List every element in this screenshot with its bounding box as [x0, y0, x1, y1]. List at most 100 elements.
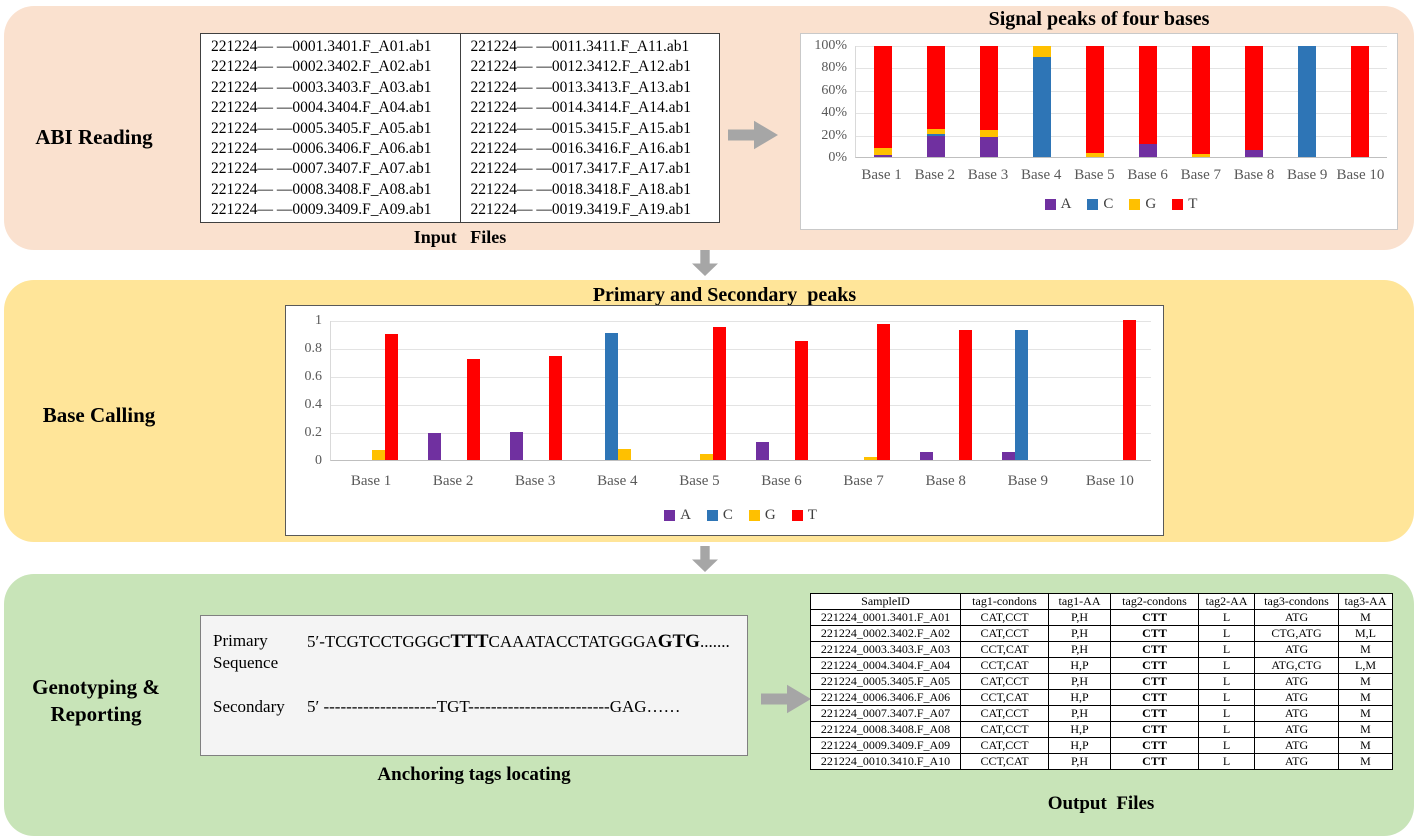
bar-T: [959, 329, 972, 460]
bar-T: [549, 356, 562, 460]
y-axis-tick-label: 0.6: [304, 369, 323, 384]
table-cell: ATG: [1254, 721, 1339, 738]
plot-area: [330, 320, 1151, 461]
input-file: 221224— —0007.3407.F_A07.ab1: [211, 160, 432, 178]
flow-arrow-right-icon: [761, 684, 811, 714]
table-cell: ATG: [1254, 609, 1339, 626]
table-cell: 221224_0008.3408.F_A08: [810, 721, 961, 738]
x-axis-tick-label: Base 3: [515, 473, 556, 489]
table-cell: CCT,CAT: [960, 753, 1049, 770]
table-header-cell: tag2-condons: [1110, 593, 1199, 610]
flow-arrow-down-icon: [692, 250, 718, 276]
secondary-label: Secondary: [213, 697, 285, 716]
table-cell: 221224_0002.3402.F_A02: [810, 625, 961, 642]
input-file: 221224— —0019.3419.F_A19.ab1: [470, 201, 691, 219]
bar-group: [1069, 320, 1151, 460]
x-axis-tick-label: Base 10: [1336, 167, 1385, 183]
bar-group: [905, 321, 987, 460]
bar-segment-A: [979, 137, 998, 157]
signal-peaks-chart: 100% 80% 60% 40% 20% 0% Base 1 Base 2 Base 3 Base…: [800, 33, 1398, 230]
bar-group: [1121, 46, 1174, 157]
legend-item-T: T: [791, 507, 817, 524]
bar-segment-T: [873, 46, 892, 149]
legend-swatch-A: [664, 510, 676, 521]
input-file: 221224— —0005.3405.F_A05.ab1: [211, 119, 432, 137]
table-cell: CTT: [1110, 641, 1199, 658]
y-axis-tick-label: 1: [315, 313, 322, 328]
x-axis-tick-label: Base 1: [861, 167, 902, 183]
anchoring-tags-caption: Anchoring tags locating: [377, 764, 571, 785]
stacked-bar: [1298, 46, 1317, 157]
stacked-bar: [1245, 46, 1264, 157]
table-cell: ATG,CTG: [1254, 657, 1339, 674]
input-file: 221224— —0009.3409.F_A09.ab1: [211, 201, 432, 219]
flow-arrow-right-icon: [728, 120, 778, 150]
bar-group: [1175, 46, 1228, 157]
bar-segment-G: [926, 129, 945, 134]
primary-label: Primary: [213, 631, 268, 650]
table-cell: L: [1198, 689, 1255, 706]
y-axis-tick-label: 0%: [828, 150, 847, 165]
table-cell: ATG: [1254, 737, 1339, 754]
y-axis-tick-label: 0.2: [304, 425, 323, 440]
bar-segment-G: [1085, 152, 1104, 157]
bar-A: [510, 432, 523, 460]
input-file: 221224— —0017.3417.F_A17.ab1: [470, 160, 691, 178]
bar-group: [856, 46, 909, 157]
table-row: 221224_0006.3406.F_A06 CCT,CAT H,P CTT L ATG M: [810, 689, 1393, 706]
table-cell: CTT: [1110, 609, 1199, 626]
legend-item-A: A: [664, 507, 691, 524]
x-axis-tick-label: Base 3: [967, 167, 1009, 183]
stacked-bar: [1192, 46, 1211, 157]
gridline: [856, 68, 1387, 70]
bar-segment-T: [979, 46, 998, 131]
table-cell: M: [1338, 737, 1393, 754]
x-axis-tick-label: Base 9: [1007, 473, 1048, 489]
bar-T: [1123, 320, 1136, 460]
x-axis-tick-label: Base 1: [350, 473, 392, 489]
bar-segment-C: [1298, 46, 1317, 157]
bar-segment-A: [1139, 143, 1158, 157]
stage-label-abi-reading: ABI Reading: [35, 125, 153, 149]
table-cell: L: [1198, 657, 1255, 674]
sequence-label-row: Sequence: [213, 653, 747, 673]
table-row: 221224_0010.3410.F_A10 CCT,CAT P,H CTT L ATG M: [810, 753, 1393, 770]
table-cell: 221224_0009.3409.F_A09: [810, 737, 961, 754]
legend-item-T: T: [1172, 196, 1197, 213]
bars: [331, 320, 1151, 460]
table-cell: 221224_0001.3401.F_A01: [810, 609, 961, 626]
table-row: 221224_0002.3402.F_A02 CAT,CCT P,H CTT L CTG,…: [810, 625, 1393, 642]
table-cell: P,H: [1048, 625, 1111, 642]
gridline: [331, 433, 1151, 434]
legend-item-A: A: [1044, 196, 1071, 213]
sequence-segment: 5′-TCGTCCTGGGC: [307, 632, 451, 651]
legend-swatch-A: [1044, 199, 1056, 210]
table-cell: P,H: [1048, 753, 1111, 770]
legend-swatch-T: [791, 510, 803, 521]
legend-label: A: [680, 507, 691, 523]
bar-G: [372, 450, 385, 460]
stacked-bar: [873, 46, 892, 157]
table-cell: M: [1338, 641, 1393, 658]
gridline: [856, 90, 1387, 92]
x-axis-tick-label: Base 5: [1074, 167, 1115, 183]
bar-group: [987, 321, 1069, 460]
stacked-bar: [979, 46, 998, 157]
bar-segment-T: [1192, 46, 1211, 154]
x-axis-tick-label: Base 8: [1233, 167, 1275, 183]
table-cell: 221224_0003.3403.F_A03: [810, 641, 961, 658]
x-axis-labels: Base 1 Base 2 Base 3 Base 4 Base 5 Base 6 Base…: [330, 473, 1151, 490]
table-cell: H,P: [1048, 689, 1111, 706]
table-cell: 221224_0010.3410.F_A10: [810, 753, 961, 770]
legend-item-G: G: [1129, 196, 1156, 213]
table-cell: CTT: [1110, 721, 1199, 738]
anchor-tag-codon: TTT: [450, 631, 489, 652]
plot-area: [855, 46, 1387, 158]
legend-label: T: [807, 507, 817, 523]
x-axis-tick-label: Base 7: [843, 473, 884, 489]
bar-group: [1281, 46, 1334, 157]
legend-swatch-T: [1172, 199, 1184, 210]
anchor-tag-codon: GTG: [657, 631, 700, 652]
legend-item-C: C: [706, 507, 733, 524]
table-cell: M,L: [1338, 625, 1393, 642]
